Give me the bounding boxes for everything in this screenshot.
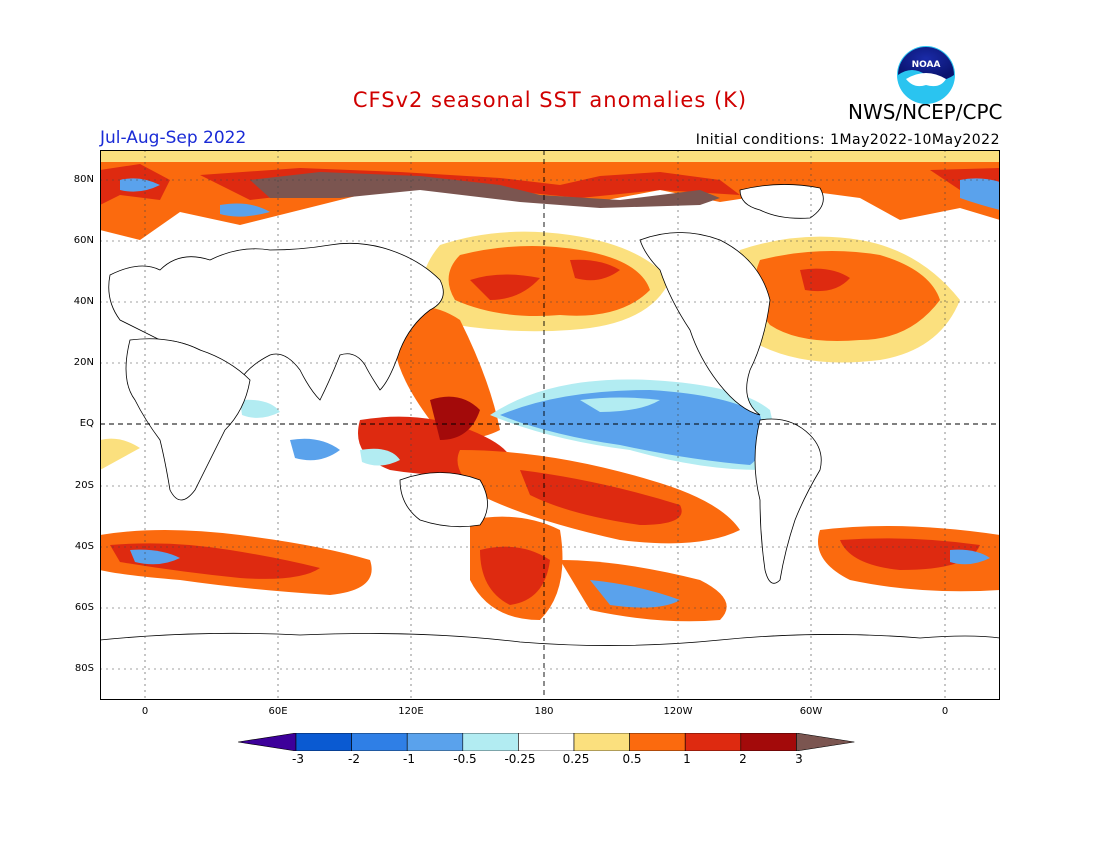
colorbar-label: 1 bbox=[683, 752, 691, 766]
org-label: NWS/NCEP/CPC bbox=[848, 100, 1003, 124]
lon-label-0-west: 0 bbox=[141, 706, 149, 717]
lat-label-40s: 40S bbox=[74, 541, 94, 552]
colorbar-swatch bbox=[629, 733, 686, 751]
colorbar-label: -3 bbox=[292, 752, 304, 766]
lon-label-120e: 120E bbox=[398, 706, 424, 717]
lon-label-60w: 60W bbox=[799, 706, 823, 717]
lon-label-60e: 60E bbox=[268, 706, 288, 717]
lon-label-0-east: 0 bbox=[941, 706, 949, 717]
colorbar-label: -2 bbox=[348, 752, 360, 766]
colorbar-swatch bbox=[518, 733, 575, 751]
colorbar-swatch bbox=[740, 733, 797, 751]
antarctica bbox=[100, 632, 1000, 700]
lon-label-180: 180 bbox=[534, 706, 554, 717]
north-america bbox=[639, 232, 771, 416]
lat-label-80n: 80N bbox=[73, 174, 94, 185]
lat-label-40n: 40N bbox=[73, 296, 94, 307]
colorbar-label: -0.5 bbox=[453, 752, 477, 766]
lat-label-60s: 60S bbox=[74, 602, 94, 613]
colorbar-swatch bbox=[573, 733, 630, 751]
initial-conditions-label: Initial conditions: 1May2022-10May2022 bbox=[695, 132, 1000, 148]
equator-dateline bbox=[100, 150, 1000, 700]
graticule bbox=[100, 150, 1000, 700]
south-america bbox=[754, 418, 822, 584]
continents bbox=[100, 184, 1000, 700]
colorbar-label: 3 bbox=[795, 752, 803, 766]
lat-label-eq: EQ bbox=[79, 418, 94, 429]
colorbar-swatch bbox=[406, 733, 464, 751]
lon-label-120w: 120W bbox=[663, 706, 693, 717]
colorbar-label: 0.25 bbox=[562, 752, 590, 766]
colorbar-swatch bbox=[796, 733, 855, 751]
colorbar-swatch bbox=[351, 733, 408, 751]
lat-label-80s: 80S bbox=[74, 663, 94, 674]
greenland bbox=[739, 184, 824, 219]
sst-anomaly-map bbox=[100, 150, 1000, 700]
lat-label-20s: 20S bbox=[74, 480, 94, 491]
colorbar-label: 2 bbox=[739, 752, 747, 766]
season-label: Jul-Aug-Sep 2022 bbox=[100, 128, 247, 148]
colorbar-swatch bbox=[684, 733, 742, 751]
anomaly-field bbox=[100, 150, 1000, 622]
colorbar-swatch bbox=[295, 733, 352, 751]
colorbar-label: 0.5 bbox=[622, 752, 642, 766]
colorbar-swatch bbox=[462, 733, 519, 751]
noaa-logo-text: NOAA bbox=[912, 60, 941, 70]
lat-label-60n: 60N bbox=[73, 235, 94, 246]
colorbar-label: -1 bbox=[403, 752, 415, 766]
colorbar bbox=[238, 733, 855, 751]
colorbar-label: -0.25 bbox=[504, 752, 536, 766]
africa bbox=[125, 338, 251, 501]
lat-label-20n: 20N bbox=[73, 357, 94, 368]
noaa-logo: NOAA bbox=[897, 46, 955, 104]
map-title: CFSv2 seasonal SST anomalies (K) bbox=[352, 88, 748, 112]
colorbar-swatch bbox=[238, 733, 297, 751]
